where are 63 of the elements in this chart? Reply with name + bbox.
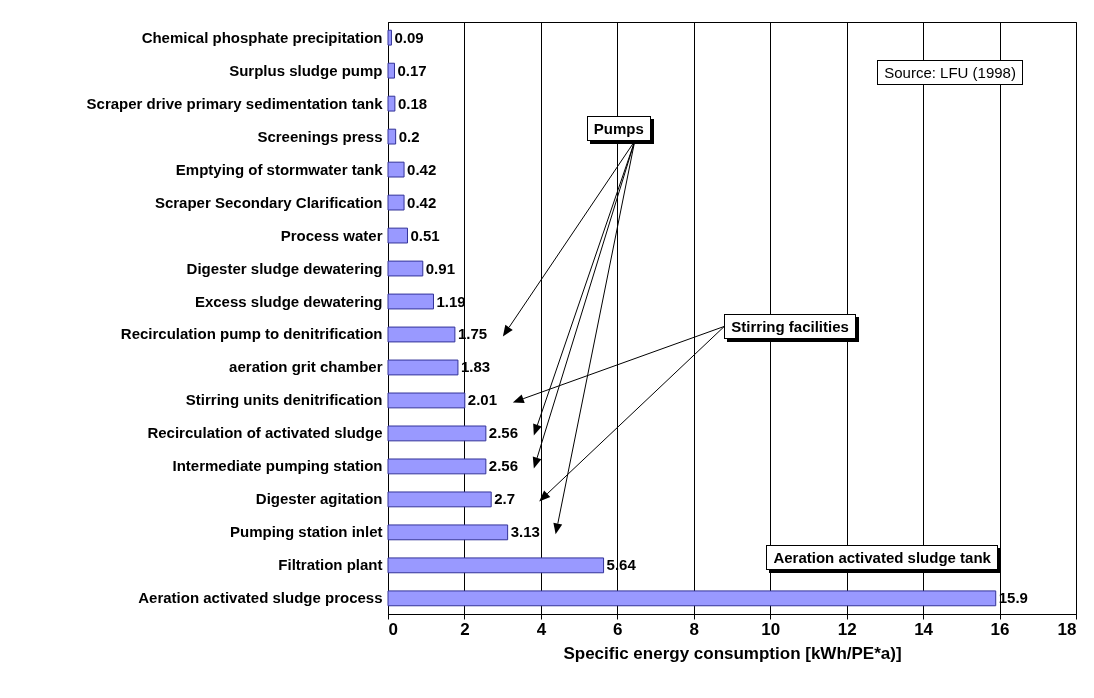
- y-tick-label: Recirculation pump to denitrification: [120, 325, 383, 343]
- bar: [387, 359, 459, 376]
- x-tick-label: 8: [689, 619, 700, 639]
- x-axis-title: Specific energy consumption [kWh/PE*a)]: [563, 643, 902, 663]
- data-label: 2.01: [467, 391, 498, 409]
- bar: [387, 161, 405, 178]
- y-tick-label: aeration grit chamber: [229, 358, 383, 376]
- note-box: Source: LFU (1998): [877, 59, 1023, 85]
- y-tick-label: Pumping station inlet: [230, 523, 383, 541]
- bar: [387, 392, 466, 409]
- data-label: 0.42: [407, 160, 437, 178]
- bar: [387, 524, 509, 541]
- x-tick-label: 0: [388, 619, 398, 639]
- bar: [387, 590, 997, 607]
- data-label: 2.56: [488, 424, 519, 442]
- bar: [387, 227, 408, 244]
- y-tick-label: Screenings press: [257, 127, 383, 145]
- y-tick-label: Excess sludge dewatering: [194, 292, 383, 310]
- x-tick-label: 12: [837, 619, 857, 639]
- data-label: 0.91: [425, 259, 455, 277]
- bar: [387, 293, 434, 310]
- x-tick-label: 16: [990, 619, 1010, 639]
- note-box: Stirring facilities: [724, 313, 856, 339]
- data-label: 3.13: [510, 523, 540, 541]
- y-tick-label: Intermediate pumping station: [172, 457, 383, 475]
- bar: [387, 557, 605, 574]
- y-tick-label: Filtration plant: [278, 556, 383, 574]
- bar: [387, 194, 405, 211]
- y-tick-label: Chemical phosphate precipitation: [141, 28, 383, 46]
- y-tick-label: Digester agitation: [255, 490, 383, 508]
- note-box: Aeration activated sludge tank: [766, 544, 998, 570]
- x-tick-label: 2: [460, 619, 470, 639]
- y-tick-label: Digester sludge dewatering: [186, 259, 383, 277]
- bar: [387, 128, 397, 145]
- x-tick-label: 6: [613, 619, 623, 639]
- data-label: 0.51: [410, 226, 440, 244]
- data-label: 0.17: [397, 61, 427, 79]
- bar: [387, 491, 492, 508]
- data-label: 0.18: [397, 94, 428, 112]
- data-label: 2.7: [494, 490, 516, 508]
- y-tick-label: Scraper Secondary Clarification: [154, 193, 383, 211]
- y-tick-label: Process water: [280, 226, 383, 244]
- x-tick-label: 4: [536, 619, 547, 639]
- y-tick-label: Emptying of stormwater tank: [175, 160, 384, 178]
- bar: [387, 260, 424, 277]
- bar: [387, 29, 392, 46]
- y-tick-label: Aeration activated sludge process: [138, 589, 383, 607]
- y-tick-label: Scraper drive primary sedimentation tank: [86, 94, 384, 112]
- y-tick-label: Recirculation of activated sludge: [147, 424, 383, 442]
- x-tick-label: 14: [914, 619, 934, 639]
- y-tick-label: Stirring units denitrification: [185, 391, 383, 409]
- bar: [387, 62, 395, 79]
- data-label: 0.09: [394, 28, 424, 46]
- data-label: 0.2: [398, 127, 420, 145]
- data-label: 0.42: [407, 193, 437, 211]
- x-tick-label: 10: [761, 619, 781, 639]
- bar: [387, 425, 487, 442]
- y-tick-label: Surplus sludge pump: [229, 61, 383, 79]
- x-tick-label: 18: [1057, 619, 1077, 639]
- bar: [387, 458, 487, 475]
- data-label: 2.56: [488, 457, 519, 475]
- bar: [387, 326, 456, 343]
- bar: [387, 95, 396, 112]
